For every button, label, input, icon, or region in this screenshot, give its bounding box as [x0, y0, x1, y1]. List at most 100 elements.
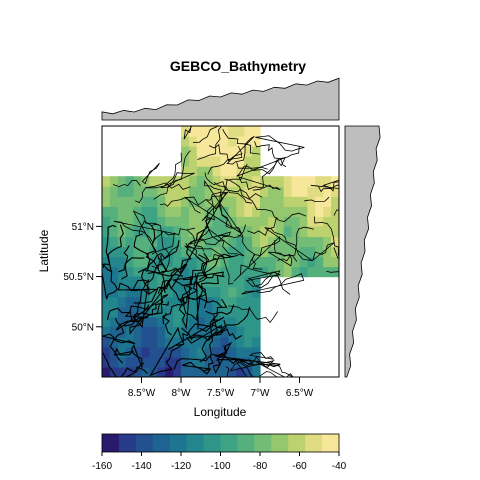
raster-cell [149, 206, 158, 217]
raster-cell [204, 126, 214, 137]
raster-cell [252, 146, 261, 157]
raster-cell [275, 216, 285, 227]
depth-contour [181, 327, 243, 342]
raster-cell [188, 226, 198, 238]
depth-contour [102, 333, 136, 345]
raster-cell [109, 336, 119, 348]
raster-cell [196, 216, 206, 227]
raster-cell [228, 156, 237, 167]
raster-cell [291, 246, 301, 258]
raster-cell [117, 336, 127, 348]
raster-cell [149, 196, 158, 207]
raster-cell [283, 216, 293, 227]
raster-cell [212, 126, 222, 137]
raster-cell [125, 176, 135, 187]
colorbar-swatch [288, 434, 306, 452]
depth-contour [241, 273, 305, 295]
raster-cell [181, 336, 190, 348]
raster-cell [228, 326, 237, 338]
raster-cell [228, 136, 237, 147]
depth-contour [212, 341, 233, 375]
raster-cell [228, 336, 237, 348]
depth-contour [233, 235, 281, 282]
raster-cell [283, 206, 293, 217]
raster-cell [109, 326, 119, 338]
raster-cell [244, 216, 253, 227]
raster-cell [220, 266, 229, 278]
raster-cell [196, 236, 206, 248]
raster-cell [196, 136, 206, 147]
raster-cell [133, 356, 143, 368]
raster-cell [267, 266, 277, 278]
raster-cell [299, 176, 308, 187]
raster-cell [244, 206, 253, 217]
raster-cell [141, 246, 150, 258]
depth-contour [229, 356, 275, 372]
raster-cell [149, 366, 158, 377]
raster-cell [228, 346, 237, 358]
raster-cell [331, 246, 339, 258]
depth-contour [216, 358, 252, 366]
raster-cell [307, 246, 316, 258]
raster-cell [244, 296, 253, 308]
raster-cell [181, 366, 190, 377]
raster-cell [228, 316, 237, 328]
depth-contour [160, 172, 195, 188]
raster-cell [149, 316, 158, 328]
raster-cell [236, 356, 245, 368]
raster-cell [260, 236, 269, 248]
raster-cell [133, 256, 143, 268]
raster-cell [323, 256, 332, 268]
depth-contour [236, 157, 286, 177]
raster-cell [260, 206, 269, 217]
raster-cell [236, 196, 245, 207]
raster-cell [173, 216, 182, 227]
raster-cell [188, 196, 198, 207]
raster-cell [188, 326, 198, 338]
raster-cell [157, 176, 166, 187]
raster-cell [252, 316, 261, 328]
depth-contour [199, 320, 227, 363]
raster-cell [204, 366, 214, 377]
raster-cell [307, 216, 316, 227]
raster-cell [315, 206, 324, 217]
raster-cell [157, 246, 166, 258]
raster-cell [244, 236, 253, 248]
raster-cell [173, 236, 182, 248]
raster-cell [331, 216, 339, 227]
raster-cell [173, 206, 182, 217]
raster-cell [181, 196, 190, 207]
raster-cell [260, 186, 269, 197]
depth-contour [183, 245, 206, 264]
bathymetry-raster [102, 126, 339, 377]
depth-contour [213, 181, 253, 204]
raster-cell [165, 366, 174, 377]
depth-contour [181, 361, 212, 375]
raster-cell [102, 326, 111, 338]
raster-cell [196, 256, 206, 268]
raster-cell [125, 186, 135, 197]
raster-cell [109, 196, 119, 207]
raster-cell [117, 366, 127, 377]
depth-contour [254, 141, 287, 167]
raster-cell [252, 366, 261, 377]
depth-contour [160, 196, 201, 214]
raster-cell [188, 166, 198, 177]
raster-cell [102, 256, 111, 268]
raster-cell [141, 336, 150, 348]
raster-cell [220, 306, 229, 318]
raster-cell [173, 256, 182, 268]
depth-contour [102, 263, 118, 300]
depth-contour [149, 326, 185, 377]
raster-cell [252, 346, 261, 358]
raster-cell [228, 256, 237, 268]
depth-contour [333, 247, 339, 259]
raster-cell [188, 276, 198, 288]
raster-cell [181, 276, 190, 288]
depth-contour [218, 224, 246, 238]
raster-cell [173, 306, 182, 318]
depth-contour [113, 347, 134, 356]
raster-cell [133, 216, 143, 227]
depth-contour [179, 216, 213, 275]
raster-cell [149, 336, 158, 348]
